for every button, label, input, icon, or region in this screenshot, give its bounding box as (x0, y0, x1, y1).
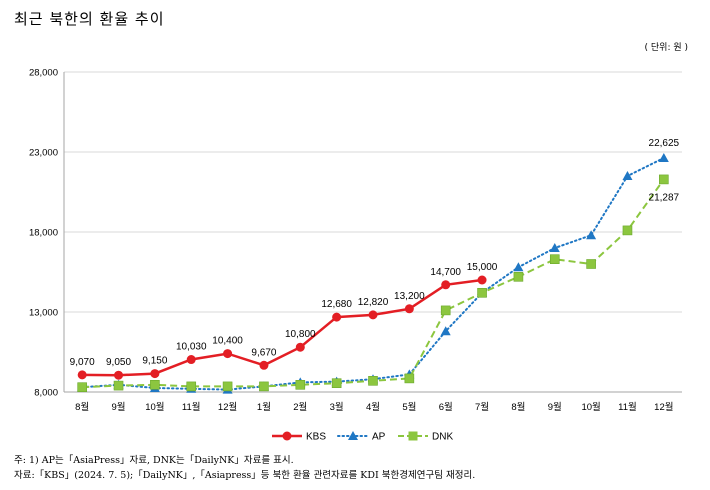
kbs-data-label: 10,800 (285, 329, 316, 340)
y-tick-label: 13,000 (29, 308, 58, 319)
unit-label: ( 단위: 원 ) (644, 43, 688, 53)
dnk-point (186, 381, 197, 392)
kbs-point (77, 370, 87, 380)
dnk-point (659, 174, 669, 185)
kbs-data-label: 9,670 (251, 347, 276, 358)
ap-point (549, 243, 560, 252)
x-tick-label: 10월 (581, 401, 600, 413)
kbs-point (295, 342, 305, 352)
kbs-data-label: 13,200 (394, 291, 425, 302)
kbs-point (114, 370, 124, 380)
dnk-point (622, 225, 633, 236)
x-tick-label: 10월 (145, 401, 164, 413)
ap-point (658, 153, 669, 162)
legend-marker-kbs (282, 431, 292, 441)
kbs-data-label: 9,070 (70, 357, 95, 368)
kbs-point (223, 349, 233, 359)
kbs-data-label: 10,400 (212, 336, 243, 347)
dnk-data-label: 21,287 (649, 192, 680, 203)
footnote-1: 주: 1) AP는「AsiaPress」자료, DNK는「DailyNK」자료를… (14, 455, 294, 466)
kbs-point (332, 312, 342, 322)
x-tick-label: 5월 (402, 401, 416, 413)
kbs-data-label: 12,820 (358, 297, 389, 308)
kbs-point (150, 369, 160, 379)
ap-point (586, 230, 597, 240)
kbs-data-label: 14,700 (430, 267, 461, 278)
dnk-point (368, 375, 378, 386)
x-tick-label: 3월 (330, 401, 344, 413)
ap-point (440, 326, 451, 336)
ap-point (622, 171, 633, 180)
footnote-source: 자료:「KBS」(2024. 7. 5);「DailyNK」,「Asiapres… (14, 470, 476, 481)
dnk-point (586, 259, 596, 269)
dnk-point (222, 381, 233, 392)
dnk-point (404, 373, 415, 384)
dnk-point (549, 254, 560, 264)
kbs-point (368, 310, 378, 320)
x-tick-label: 9월 (112, 401, 126, 413)
kbs-point (404, 304, 414, 314)
x-tick-label: 6월 (439, 401, 453, 413)
legend-label-ap: AP (372, 432, 386, 443)
ap-data-label: 22,625 (649, 138, 680, 149)
dnk-point (150, 379, 160, 390)
dnk-point (440, 305, 451, 316)
dnk-point (259, 381, 269, 392)
kbs-data-label: 10,030 (176, 342, 207, 353)
y-tick-label: 8,000 (34, 388, 58, 399)
kbs-point (441, 280, 451, 290)
kbs-point (477, 275, 487, 285)
dnk-point (295, 379, 306, 390)
dnk-point (477, 287, 487, 298)
x-tick-label: 2월 (293, 401, 307, 413)
legend-label-dnk: DNK (432, 432, 453, 443)
x-tick-label: 8월 (511, 401, 525, 413)
y-tick-label: 18,000 (29, 228, 58, 239)
x-tick-label: 1월 (257, 401, 271, 413)
x-tick-label: 12월 (218, 401, 237, 413)
kbs-data-label: 12,680 (321, 299, 352, 310)
kbs-point (259, 360, 269, 370)
y-tick-label: 23,000 (29, 148, 58, 159)
x-tick-label: 8월 (75, 401, 89, 413)
kbs-data-label: 9,050 (106, 357, 131, 368)
x-tick-label: 11월 (618, 401, 637, 413)
x-tick-label: 11월 (182, 401, 201, 413)
dnk-point (113, 380, 124, 391)
series-line-dnk (82, 178, 665, 389)
dnk-point (331, 378, 342, 389)
y-tick-label: 28,000 (29, 68, 58, 79)
x-tick-label: 4월 (366, 401, 380, 413)
kbs-data-label: 15,000 (467, 262, 498, 273)
x-tick-label: 9월 (548, 401, 562, 413)
legend-marker-ap (348, 431, 358, 440)
dnk-point (77, 382, 87, 393)
legend-label-kbs: KBS (306, 432, 326, 443)
x-tick-label: 12월 (654, 401, 673, 413)
kbs-data-label: 9,150 (142, 356, 167, 367)
x-tick-label: 7월 (475, 401, 489, 413)
series-line-ap (81, 157, 665, 391)
series-line-kbs (82, 278, 483, 377)
chart-title: 최근 북한의 환율 추이 (14, 10, 165, 28)
kbs-point (186, 355, 196, 365)
legend-marker-dnk (408, 431, 418, 441)
dnk-point (513, 271, 524, 282)
ap-point (513, 262, 524, 272)
